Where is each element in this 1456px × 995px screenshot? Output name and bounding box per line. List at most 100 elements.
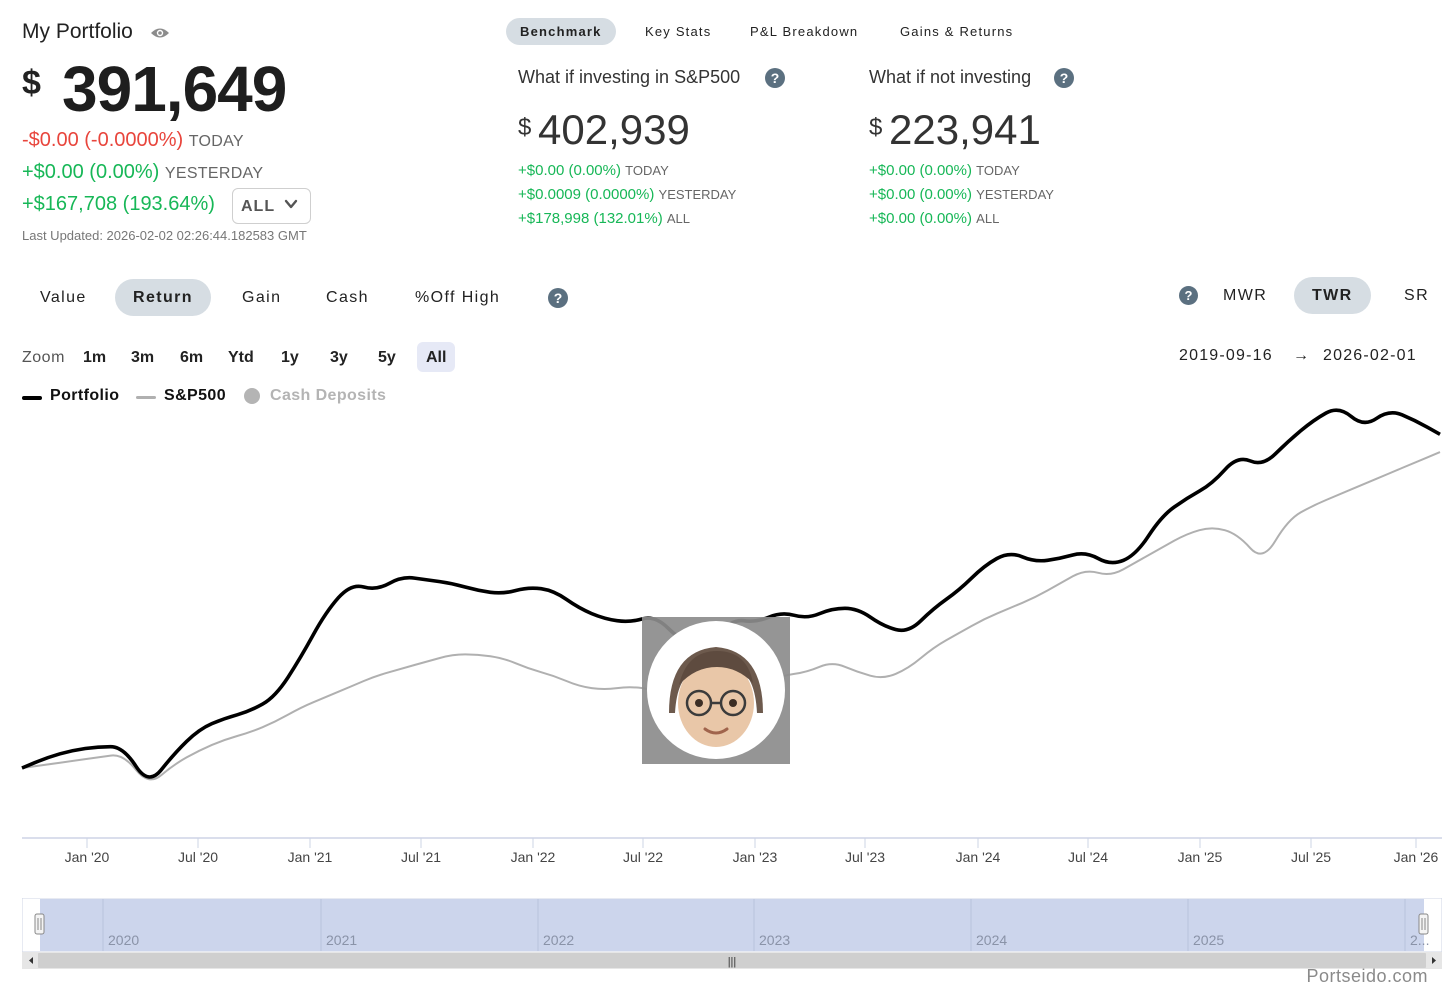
navigator-year-label: 2020 [108, 932, 139, 948]
navigator-year-label: 2021 [326, 932, 357, 948]
chevron-down-icon [284, 199, 298, 209]
brand-watermark: Portseido.com [1306, 966, 1428, 986]
whatif-cash-today-value: +$0.00 (0.00%) [869, 162, 972, 179]
whatif-cash-all-value: +$0.00 (0.00%) [869, 210, 972, 227]
whatif-sp500-yesterday: +$0.0009 (0.0000%) YESTERDAY [518, 186, 736, 203]
whatif-sp500-all: +$178,998 (132.01%) ALL [518, 210, 690, 227]
tab-sr[interactable]: SR [1404, 287, 1430, 304]
whatif-cash-today: +$0.00 (0.00%) TODAY [869, 162, 1020, 179]
tab-key-stats[interactable]: Key Stats [645, 24, 712, 39]
scroll-right-icon [1432, 957, 1436, 964]
x-tick-label: Jan '24 [956, 849, 1001, 865]
x-tick-label: Jul '23 [845, 849, 885, 865]
whatif-cash-value: 223,941 [889, 106, 1041, 153]
tab-cash[interactable]: Cash [326, 289, 369, 306]
legend-cash-deposits[interactable]: Cash Deposits [270, 387, 387, 404]
navigator-year-label: 2024 [976, 932, 1007, 948]
whatif-cash-yesterday: +$0.00 (0.00%) YESTERDAY [869, 186, 1054, 203]
x-tick-label: Jul '24 [1068, 849, 1108, 865]
help-icon[interactable]: ? [1054, 68, 1074, 88]
x-tick-label: Jan '25 [1178, 849, 1223, 865]
whatif-sp500-yesterday-label: YESTERDAY [658, 187, 737, 202]
tab-value[interactable]: Value [40, 289, 87, 306]
portfolio-value: 391,649 [62, 53, 287, 125]
range-select[interactable]: ALL [232, 188, 311, 224]
navigator-year-label: 2022 [543, 932, 574, 948]
zoom-1y[interactable]: 1y [281, 349, 299, 366]
whatif-cash-yesterday-value: +$0.00 (0.00%) [869, 186, 972, 203]
legend-portfolio-swatch [22, 396, 42, 400]
zoom-1m[interactable]: 1m [83, 349, 107, 366]
zoom-3m[interactable]: 3m [131, 349, 155, 366]
help-icon[interactable]: ? [548, 288, 568, 308]
whatif-cash-all: +$0.00 (0.00%) ALL [869, 210, 999, 227]
whatif-sp500-today-value: +$0.00 (0.00%) [518, 162, 621, 179]
scroll-left-icon [29, 957, 33, 964]
zoom-all[interactable]: All [417, 342, 456, 372]
whatif-sp500-yesterday-value: +$0.0009 (0.0000%) [518, 186, 655, 203]
whatif-sp500-today: +$0.00 (0.00%) TODAY [518, 162, 669, 179]
whatif-sp500-title: What if investing in S&P500 [518, 67, 741, 87]
currency-symbol: $ [22, 64, 41, 102]
tab-mwr[interactable]: MWR [1223, 287, 1268, 304]
whatif-sp500-today-label: TODAY [625, 163, 669, 178]
whatif-cash-yesterday-label: YESTERDAY [976, 187, 1054, 202]
tab-off-high[interactable]: %Off High [415, 289, 501, 306]
zoom-5y[interactable]: 5y [378, 349, 396, 366]
legend-cash-swatch [244, 388, 260, 404]
x-tick-label: Jan '21 [288, 849, 333, 865]
zoom-label: Zoom [22, 349, 65, 366]
today-label: TODAY [188, 133, 244, 150]
eye-icon[interactable] [150, 25, 170, 41]
scrollbar-thumb [38, 953, 1426, 968]
avatar [647, 621, 785, 759]
tab-return[interactable]: Return [115, 279, 211, 316]
tab-gains-returns[interactable]: Gains & Returns [900, 24, 1014, 39]
whatif-cash-currency: $ [869, 114, 883, 141]
help-icon[interactable]: ? [765, 68, 785, 88]
tab-benchmark[interactable]: Benchmark [506, 18, 616, 45]
whatif-cash-all-label: ALL [976, 211, 1000, 226]
yesterday-change-value: +$0.00 (0.00%) [22, 161, 160, 183]
navigator-selection [40, 899, 1424, 951]
x-tick-label: Jan '23 [733, 849, 778, 865]
x-tick-label: Jul '21 [401, 849, 441, 865]
zoom-3y[interactable]: 3y [330, 349, 348, 366]
whatif-cash-today-label: TODAY [976, 163, 1020, 178]
navigator-year-label: 2025 [1193, 932, 1224, 948]
navigator-left-handle [34, 913, 45, 935]
scrollbar-grip: ||| [728, 956, 737, 968]
whatif-sp500-all-value: +$178,998 (132.01%) [518, 210, 663, 227]
whatif-sp500-currency: $ [518, 114, 532, 141]
yesterday-change: +$0.00 (0.00%) YESTERDAY [22, 161, 263, 184]
tab-pl-breakdown[interactable]: P&L Breakdown [750, 24, 859, 39]
navigator-right-handle [1418, 913, 1429, 935]
x-tick-label: Jan '26 [1394, 849, 1439, 865]
x-tick-label: Jan '22 [511, 849, 556, 865]
help-icon[interactable]: ? [1179, 286, 1198, 305]
page-title: My Portfolio [22, 20, 133, 43]
legend-sp500[interactable]: S&P500 [164, 387, 226, 404]
navigator-year-label: 2023 [759, 932, 790, 948]
x-tick-label: Jul '22 [623, 849, 663, 865]
end-date[interactable]: 2026-02-01 [1323, 347, 1417, 364]
x-tick-label: Jul '20 [178, 849, 218, 865]
x-tick-label: Jul '25 [1291, 849, 1331, 865]
last-updated: Last Updated: 2026-02-02 02:26:44.182583… [22, 228, 307, 243]
zoom-ytd[interactable]: Ytd [228, 349, 254, 366]
tab-gain[interactable]: Gain [242, 289, 282, 306]
whatif-sp500-all-label: ALL [666, 211, 691, 226]
range-navigator[interactable]: 2020 2021 2022 2023 2024 2025 2... ||| [22, 898, 1442, 970]
yesterday-label: YESTERDAY [164, 165, 264, 182]
tab-twr[interactable]: TWR [1294, 277, 1371, 314]
today-change: -$0.00 (-0.0000%) TODAY [22, 129, 244, 152]
memoji-icon [669, 647, 763, 747]
navigator-year-label: 2... [1410, 932, 1429, 948]
zoom-6m[interactable]: 6m [180, 349, 204, 366]
range-select-value: ALL [241, 198, 276, 215]
all-change: +$167,708 (193.64%) [22, 193, 215, 215]
start-date[interactable]: 2019-09-16 [1179, 347, 1273, 364]
legend-portfolio[interactable]: Portfolio [50, 387, 120, 404]
date-arrow: → [1293, 347, 1311, 364]
today-change-value: -$0.00 (-0.0000%) [22, 129, 184, 151]
